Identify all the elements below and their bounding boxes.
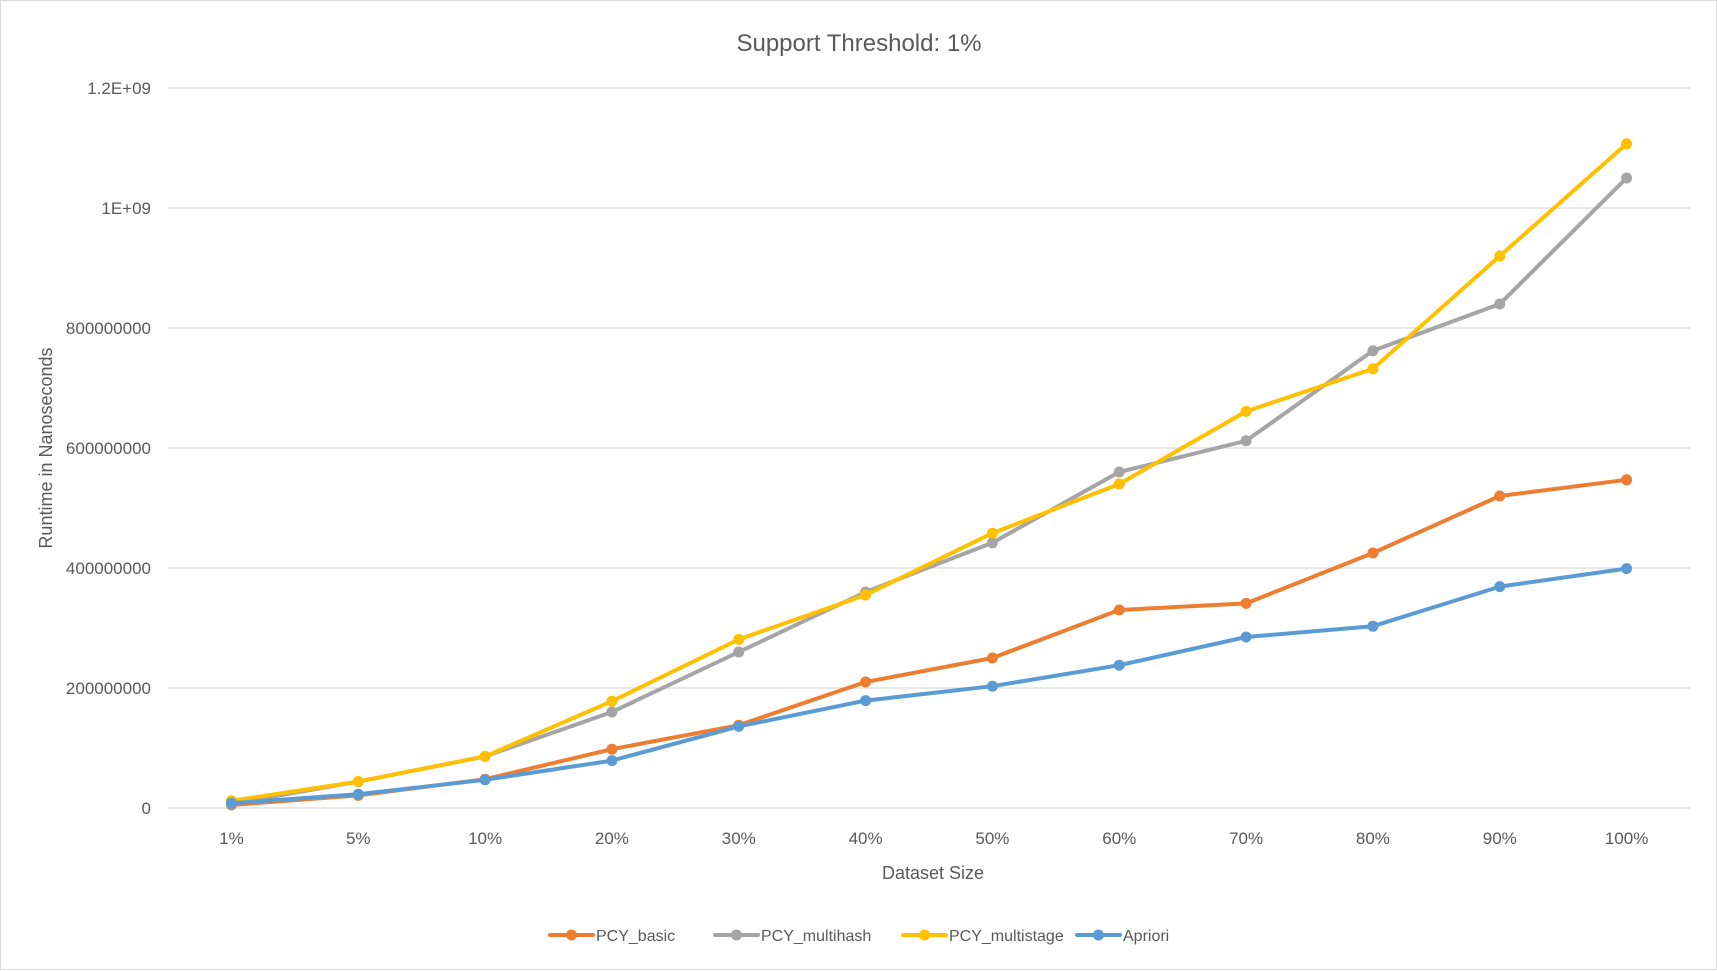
series-line xyxy=(229,141,1629,803)
series-apriori xyxy=(225,563,1633,809)
legend-label: PCY_multihash xyxy=(761,928,871,945)
data-point xyxy=(1367,620,1379,632)
x-axis-ticks: 1% 5% 10% 20% 30% 40% 50% 60% 70% 80% 90% 100% xyxy=(219,829,1648,848)
data-point xyxy=(1621,172,1633,184)
y-tick-label: 1.2E+09 xyxy=(87,79,151,98)
data-point xyxy=(1240,405,1252,417)
legend: PCY_basic PCY_multihash PCY_multistage Apri… xyxy=(548,928,1169,945)
x-tick-label: 100% xyxy=(1605,829,1648,848)
x-tick-label: 10% xyxy=(468,829,502,848)
data-point xyxy=(986,680,998,692)
legend-swatch-marker xyxy=(566,929,577,941)
data-point xyxy=(1113,466,1125,478)
x-tick-label: 30% xyxy=(722,829,756,848)
data-point xyxy=(1367,547,1379,559)
legend-item: Apriori xyxy=(1075,928,1169,945)
data-point xyxy=(352,776,364,788)
x-tick-label: 90% xyxy=(1483,829,1517,848)
data-point xyxy=(1367,363,1379,375)
data-point xyxy=(479,750,491,762)
data-point xyxy=(1113,478,1125,490)
x-tick-label: 70% xyxy=(1229,829,1263,848)
data-point xyxy=(860,589,872,601)
series-pcy-multistage xyxy=(225,138,1633,807)
data-point xyxy=(860,676,872,688)
series-line xyxy=(229,477,1629,807)
legend-label: Apriori xyxy=(1123,928,1169,945)
y-tick-label: 200000000 xyxy=(66,679,151,698)
y-tick-label: 1E+09 xyxy=(101,199,151,218)
data-point xyxy=(860,695,872,707)
y-tick-label: 600000000 xyxy=(66,439,151,458)
data-point xyxy=(1621,138,1633,150)
x-tick-label: 80% xyxy=(1356,829,1390,848)
legend-item: PCY_basic xyxy=(548,928,675,945)
x-tick-label: 5% xyxy=(346,829,371,848)
y-axis-label: Runtime in Nanoseconds xyxy=(36,347,56,548)
legend-item: PCY_multistage xyxy=(901,928,1064,945)
y-tick-label: 400000000 xyxy=(66,559,151,578)
data-point xyxy=(606,755,618,767)
y-tick-label: 0 xyxy=(142,799,151,818)
y-axis-ticks: 0 200000000 400000000 600000000 800000000 1E+… xyxy=(66,79,151,818)
series-pcy-basic xyxy=(225,474,1633,811)
chart-title: Support Threshold: 1% xyxy=(736,30,981,57)
data-point xyxy=(1494,298,1506,310)
series-lines xyxy=(225,138,1633,811)
legend-swatch-marker xyxy=(919,929,930,941)
data-point xyxy=(352,788,364,800)
data-point xyxy=(1113,604,1125,616)
legend-swatch-marker xyxy=(1093,929,1104,941)
data-point xyxy=(1621,474,1633,486)
x-tick-label: 50% xyxy=(975,829,1009,848)
data-point xyxy=(606,743,618,755)
data-point xyxy=(986,527,998,539)
data-point xyxy=(1494,250,1506,262)
data-point xyxy=(986,537,998,549)
data-point xyxy=(733,646,745,658)
x-tick-label: 1% xyxy=(219,829,244,848)
data-point xyxy=(1240,435,1252,447)
data-point xyxy=(1240,631,1252,643)
series-line xyxy=(229,566,1629,806)
x-axis-label: Dataset Size xyxy=(882,863,984,883)
legend-label: PCY_multistage xyxy=(949,928,1064,945)
data-point xyxy=(225,797,237,809)
data-point xyxy=(733,633,745,645)
series-line xyxy=(229,176,1629,806)
x-tick-label: 40% xyxy=(849,829,883,848)
data-point xyxy=(479,774,491,786)
gridlines xyxy=(168,87,1690,809)
data-point xyxy=(1113,659,1125,671)
data-point xyxy=(986,652,998,664)
data-point xyxy=(1494,490,1506,502)
data-point xyxy=(606,695,618,707)
data-point xyxy=(1494,581,1506,593)
data-point xyxy=(733,720,745,732)
legend-label: PCY_basic xyxy=(596,928,675,945)
y-tick-label: 800000000 xyxy=(66,319,151,338)
data-point xyxy=(1367,345,1379,357)
legend-item: PCY_multihash xyxy=(713,928,871,945)
data-point xyxy=(1240,597,1252,609)
data-point xyxy=(1621,563,1633,575)
x-tick-label: 60% xyxy=(1102,829,1136,848)
legend-swatch-marker xyxy=(731,929,742,941)
x-tick-label: 20% xyxy=(595,829,629,848)
series-pcy-multihash xyxy=(225,172,1633,810)
data-point xyxy=(606,706,618,718)
